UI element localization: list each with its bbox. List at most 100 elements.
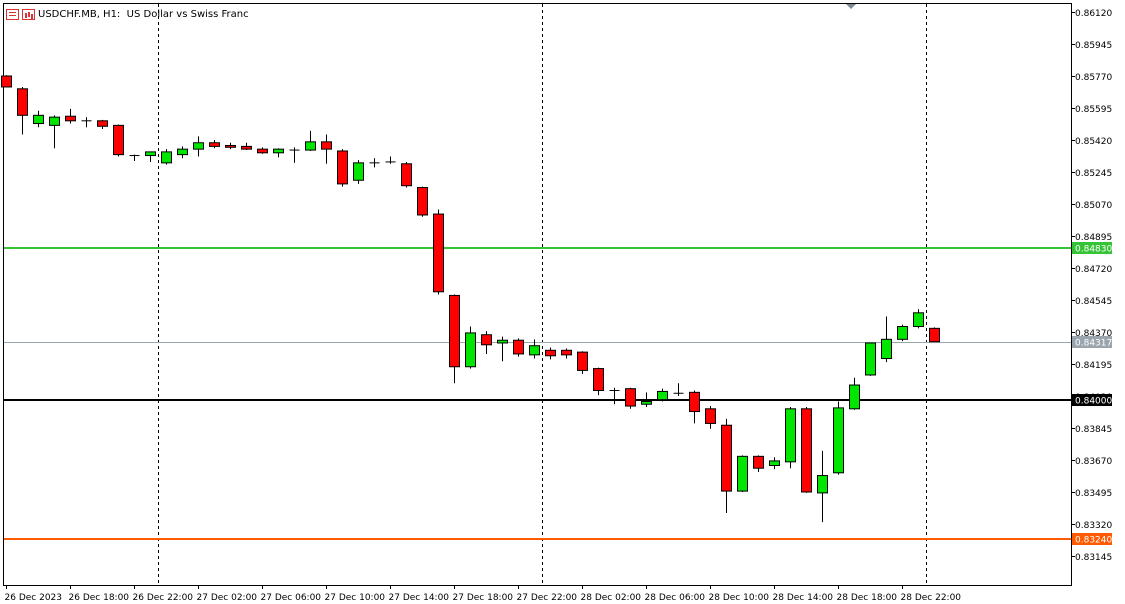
candle [785, 406, 796, 469]
candle-body [17, 88, 28, 116]
candle [481, 331, 492, 354]
candle [401, 161, 412, 188]
price-tick-label: 0.83495 [1075, 489, 1112, 499]
price-tick-label: 0.85595 [1075, 105, 1112, 115]
time-tick-label: 26 Dec 18:00 [69, 593, 130, 603]
time-axis[interactable]: 26 Dec 2023 26 Dec 18:00 26 Dec 22:00 27 De… [5, 585, 962, 603]
candle [81, 117, 92, 128]
candle-body [337, 150, 348, 185]
symbol-label: USDCHF.MB [38, 8, 97, 20]
time-tick-label: 28 Dec 18:00 [837, 593, 898, 603]
candle-body [273, 148, 284, 154]
candle [289, 147, 300, 163]
candle [337, 149, 348, 187]
candle-body [401, 163, 412, 187]
candle [369, 158, 380, 168]
candle [433, 209, 444, 295]
candle-body [737, 455, 748, 492]
candle-body [433, 213, 444, 293]
candle [513, 338, 524, 357]
time-tick-label: 28 Dec 14:00 [773, 593, 834, 603]
candle [449, 294, 460, 384]
candle [497, 336, 508, 362]
level-price-label: 0.84000 [1075, 397, 1112, 407]
candle [417, 186, 428, 217]
candle [209, 140, 220, 149]
candle-body [641, 400, 652, 405]
level-price-badge [1072, 533, 1112, 545]
candle [193, 136, 204, 157]
candle-body [769, 460, 780, 466]
candle [129, 154, 140, 162]
candle [657, 388, 668, 402]
time-tick-label: 26 Dec 2023 [5, 593, 63, 603]
candle-body [465, 332, 476, 368]
candle [257, 147, 268, 154]
candle-body [193, 142, 204, 150]
candle-body [497, 339, 508, 344]
time-tick-label: 28 Dec 06:00 [645, 593, 706, 603]
candle-body [833, 407, 844, 474]
candle [625, 387, 636, 409]
level-price-badge [1072, 336, 1112, 348]
price-tick-label: 0.84895 [1075, 233, 1112, 243]
candle [33, 110, 44, 128]
time-tick-label: 28 Dec 10:00 [709, 593, 770, 603]
candle [817, 450, 828, 523]
candle [577, 351, 588, 375]
candle [753, 455, 764, 472]
candle-body [689, 391, 700, 413]
time-tick-label: 27 Dec 22:00 [517, 593, 578, 603]
candle [273, 148, 284, 158]
candle [161, 149, 172, 165]
candle-body [353, 162, 364, 181]
candle-body [209, 142, 220, 147]
level-price-label: 0.84317 [1075, 339, 1112, 349]
candle-body [801, 408, 812, 493]
candle-body [817, 475, 828, 494]
candle-body [897, 326, 908, 340]
candle [913, 309, 924, 329]
candle-body [913, 312, 924, 328]
price-tick-label: 0.83145 [1075, 553, 1112, 563]
chart-icon[interactable] [22, 8, 35, 20]
time-tick-label: 27 Dec 06:00 [261, 593, 322, 603]
candle [17, 86, 28, 135]
candle-body [33, 114, 44, 125]
candle-body [721, 424, 732, 492]
price-tick-label: 0.84720 [1075, 265, 1112, 275]
price-tick-label: 0.83670 [1075, 457, 1112, 467]
candle [865, 342, 876, 376]
candle [769, 457, 780, 470]
price-axis[interactable]: 0.86120 0.85945 0.85770 0.85595 0.85420 0.852… [1071, 9, 1112, 563]
time-tick-label: 27 Dec 18:00 [453, 593, 514, 603]
candle [177, 146, 188, 159]
candle [529, 339, 540, 359]
time-tick-label: 28 Dec 22:00 [901, 593, 962, 603]
candle [353, 160, 364, 184]
candle [737, 455, 748, 492]
quotes-table-icon[interactable] [6, 8, 19, 20]
candle-body [241, 145, 252, 150]
shift-marker-icon[interactable] [846, 4, 856, 9]
price-tick-label: 0.85070 [1075, 201, 1112, 211]
chart-title-bar: USDCHF.MB, H1: US Dollar vs Swiss Franc [6, 7, 249, 21]
candle-body [865, 342, 876, 376]
price-tick-label: 0.83845 [1075, 425, 1112, 435]
candle [1, 75, 12, 88]
candle [225, 142, 236, 150]
candle-body [257, 148, 268, 154]
candle-body [657, 390, 668, 401]
candle-body [417, 187, 428, 216]
price-tick-label: 0.85245 [1075, 169, 1112, 179]
candle [721, 418, 732, 514]
price-tick-label: 0.85420 [1075, 137, 1112, 147]
candle [305, 130, 316, 151]
candle-body [753, 455, 764, 469]
candle-body [65, 115, 76, 122]
price-tick-label: 0.85770 [1075, 73, 1112, 83]
candle-body [625, 388, 636, 407]
candle-body [97, 120, 108, 127]
candle-body [929, 327, 940, 343]
